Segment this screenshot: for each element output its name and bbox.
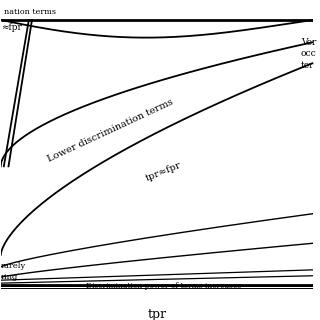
Text: Ver: Ver	[301, 38, 316, 47]
Text: Discrimination power of terms increases: Discrimination power of terms increases	[86, 282, 241, 290]
Text: nation terms: nation terms	[4, 8, 56, 16]
Text: occ: occ	[301, 50, 317, 59]
Text: ring: ring	[1, 273, 18, 281]
Text: rarely: rarely	[1, 262, 26, 270]
Text: tpr: tpr	[148, 308, 167, 320]
Text: Lower discrimination terms: Lower discrimination terms	[46, 98, 174, 164]
Text: tpr≈fpr: tpr≈fpr	[144, 161, 182, 183]
Text: ter: ter	[301, 61, 315, 70]
Text: ≈fpr: ≈fpr	[1, 23, 21, 32]
